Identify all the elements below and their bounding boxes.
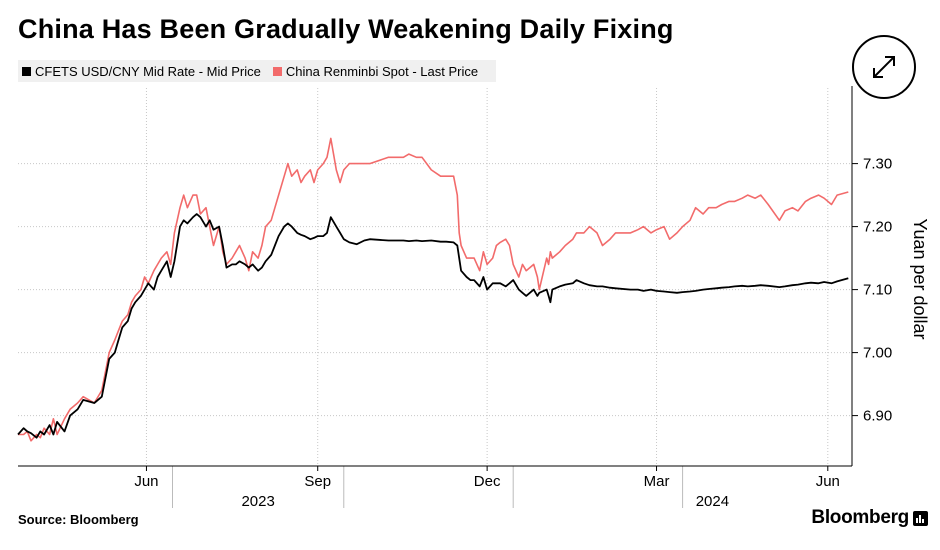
y-tick-label: 6.90 xyxy=(863,408,892,425)
series-line-spot xyxy=(18,137,849,442)
x-year-label: 2024 xyxy=(696,493,729,510)
legend-item-spot: China Renminbi Spot - Last Price xyxy=(272,63,479,79)
expand-arrows-icon xyxy=(873,56,895,78)
x-tick-label: Sep xyxy=(304,473,331,490)
legend: CFETS USD/CNY Mid Rate - Mid Price China… xyxy=(18,60,497,82)
expand-button[interactable] xyxy=(852,35,916,99)
chart-title: China Has Been Gradually Weakening Daily… xyxy=(18,14,674,44)
legend-label-mid-rate: CFETS USD/CNY Mid Rate - Mid Price xyxy=(35,63,261,79)
y-axis-title: Yuan per dollar xyxy=(910,218,930,339)
bloomberg-terminal-icon xyxy=(913,510,928,526)
brand-name: Bloomberg xyxy=(811,507,909,528)
legend-item-mid-rate: CFETS USD/CNY Mid Rate - Mid Price xyxy=(22,64,261,79)
y-tick-label: 7.20 xyxy=(863,219,892,236)
axes: 6.90 7.00 7.10 7.20 7.30 Jun Sep Dec Mar Jun 2023 2… xyxy=(18,86,930,510)
y-tick-label: 7.10 xyxy=(863,282,892,299)
x-tick-label: Dec xyxy=(474,473,501,490)
legend-swatch-mid-rate xyxy=(22,66,31,76)
x-year-label: 2023 xyxy=(241,493,274,510)
legend-swatch-spot xyxy=(272,66,282,76)
series-lines xyxy=(17,137,849,442)
x-tick-label: Mar xyxy=(644,473,670,490)
y-tick-label: 7.00 xyxy=(863,345,892,362)
source-note: Source: Bloomberg xyxy=(18,512,139,527)
bloomberg-logo: Bloomberg xyxy=(811,507,928,529)
x-tick-label: Jun xyxy=(816,473,840,490)
legend-label-spot: China Renminbi Spot - Last Price xyxy=(285,63,479,79)
x-tick-label: Jun xyxy=(134,473,158,490)
y-tick-label: 7.30 xyxy=(863,156,892,173)
gridlines xyxy=(18,88,852,466)
series-line-mid-rate xyxy=(17,213,849,439)
